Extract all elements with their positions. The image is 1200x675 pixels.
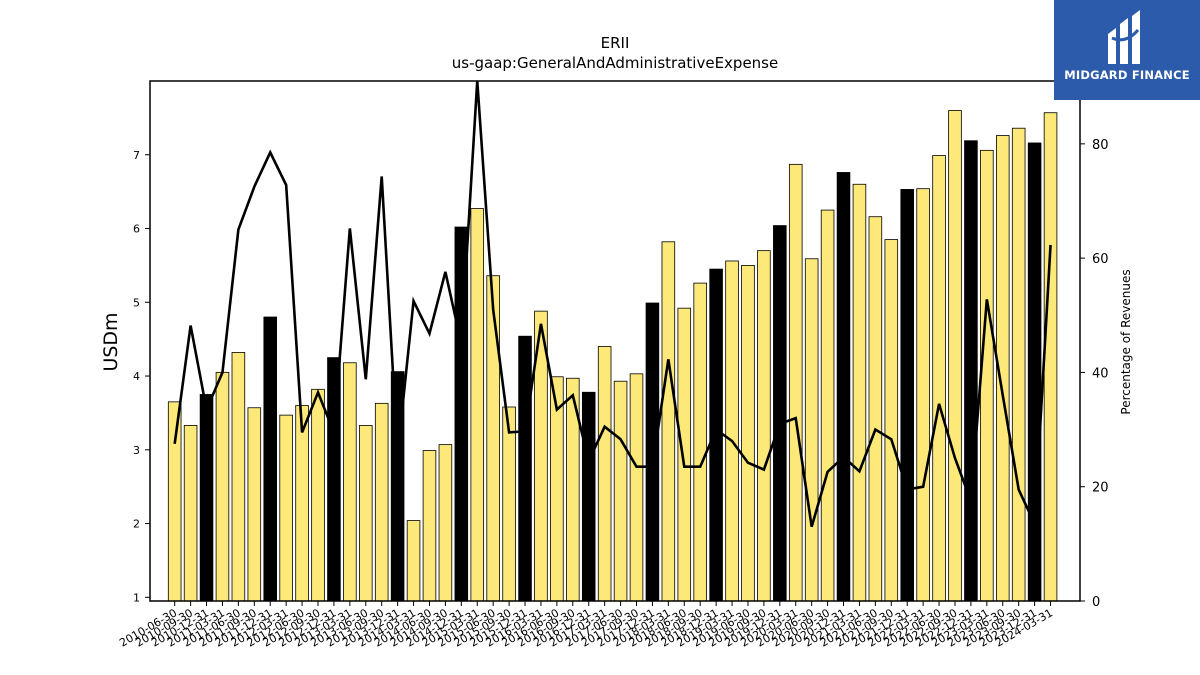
bar	[725, 260, 739, 602]
bar	[406, 520, 421, 602]
bar	[932, 155, 946, 602]
y2-tick-label: 20	[1092, 481, 1109, 496]
y-axis-label: USDm	[100, 312, 122, 371]
series-line	[173, 81, 1052, 528]
bar	[343, 362, 357, 602]
bar	[581, 391, 596, 602]
bar	[359, 425, 373, 602]
bar	[884, 239, 899, 602]
bar	[677, 307, 692, 602]
brand-logo: MIDGARD FINANCE	[1054, 0, 1200, 100]
bar	[693, 282, 707, 602]
bar	[1027, 142, 1042, 602]
bar	[788, 163, 803, 602]
y-tick-label: 5	[133, 296, 140, 309]
bar	[199, 394, 214, 602]
midgard-logo-icon	[1108, 10, 1140, 64]
bar	[167, 401, 182, 602]
bar	[422, 450, 437, 602]
y-tick-label: 3	[133, 444, 140, 457]
bar	[279, 414, 293, 602]
y-tick-label: 2	[133, 518, 140, 531]
bar	[964, 140, 978, 602]
y2-axis-label: Percentage of Revenues	[1119, 269, 1133, 414]
bar	[820, 209, 835, 602]
y2-tick-label: 40	[1092, 366, 1109, 381]
bar	[852, 183, 867, 602]
bar	[183, 425, 198, 602]
bar	[295, 405, 309, 602]
y-tick-label: 6	[133, 223, 140, 236]
bar	[1043, 112, 1058, 602]
y-tick-label: 1	[133, 591, 140, 604]
bar	[327, 357, 341, 602]
bar	[1011, 127, 1026, 602]
bar	[247, 407, 262, 602]
y2-tick-label: 60	[1092, 252, 1109, 267]
bar	[741, 264, 755, 602]
bar	[597, 346, 612, 602]
y-tick-label: 4	[133, 370, 140, 383]
y2-tick-label: 0	[1092, 595, 1100, 610]
bar	[836, 172, 851, 602]
bar	[757, 250, 771, 602]
bar	[263, 316, 277, 602]
bar	[645, 302, 660, 602]
bar	[374, 402, 389, 602]
bar	[502, 406, 516, 602]
bar	[980, 149, 994, 602]
bar	[948, 110, 962, 602]
brand-name: MIDGARD FINANCE	[1064, 68, 1190, 82]
bar	[518, 335, 532, 602]
plot-area-frame	[149, 80, 1081, 602]
y2-tick-label: 80	[1092, 138, 1109, 153]
bar	[438, 444, 453, 602]
chart-title: ERII	[601, 34, 630, 52]
bar	[613, 380, 628, 602]
bar	[231, 352, 246, 602]
bar	[470, 208, 485, 602]
bar	[311, 388, 325, 602]
bar	[661, 241, 676, 602]
y-tick-label: 7	[133, 149, 140, 162]
bar	[215, 371, 230, 602]
bar	[709, 268, 723, 602]
bar	[773, 225, 787, 602]
bar	[868, 216, 883, 602]
bar	[629, 373, 644, 602]
chart-subtitle: us-gaap:GeneralAndAdministrativeExpense	[452, 54, 778, 72]
bar	[486, 275, 500, 602]
bar	[916, 188, 930, 602]
bar	[900, 189, 914, 602]
bar	[804, 258, 819, 602]
